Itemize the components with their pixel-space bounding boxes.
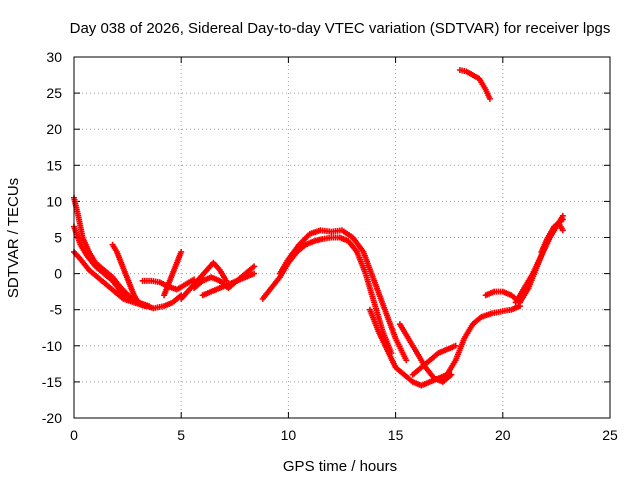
x-tick-label: 15 <box>388 427 404 443</box>
x-tick-label: 0 <box>70 427 78 443</box>
series-track-f <box>161 248 185 299</box>
x-tick-label: 5 <box>177 427 185 443</box>
y-tick-label: -15 <box>42 374 62 390</box>
y-tick-label: 30 <box>46 49 62 65</box>
series-track-k <box>276 227 410 364</box>
axis-ticks: 0 5 10 15 20 25 -20 -15 -10 -5 0 5 10 15 20 25 30 <box>42 49 618 443</box>
x-tick-label: 10 <box>281 427 297 443</box>
plot-frame <box>73 56 611 419</box>
y-tick-label: 0 <box>54 266 62 282</box>
data-point <box>559 212 566 219</box>
series-track-r <box>538 220 566 255</box>
y-tick-label: 15 <box>46 157 62 173</box>
y-tick-label: -5 <box>50 302 63 318</box>
data-points <box>71 66 566 389</box>
series-track-d <box>109 241 142 306</box>
data-point <box>251 263 258 270</box>
y-tick-label: 5 <box>54 230 62 246</box>
y-axis-title: SDTVAR / TECUs <box>5 178 22 298</box>
y-tick-label: -20 <box>42 410 62 426</box>
x-tick-label: 20 <box>495 427 511 443</box>
x-tick-label: 25 <box>602 427 618 443</box>
series-track-o <box>444 303 523 378</box>
data-point <box>403 357 410 364</box>
series-track-i <box>199 270 258 299</box>
data-point <box>486 95 493 102</box>
chart-title: Day 038 of 2026, Sidereal Day-to-day VTE… <box>70 20 611 37</box>
data-point <box>178 248 185 255</box>
data-point <box>135 299 142 306</box>
x-axis-title: GPS time / hours <box>283 458 397 475</box>
y-tick-label: 25 <box>46 85 62 101</box>
data-point <box>452 342 459 349</box>
series-track-n <box>409 342 459 378</box>
series-track-s <box>456 66 493 102</box>
data-point <box>141 303 148 310</box>
y-tick-label: 20 <box>46 121 62 137</box>
data-point <box>251 270 258 277</box>
data-point <box>559 227 566 234</box>
series-track-l <box>366 306 451 389</box>
series-track-e <box>139 276 198 293</box>
series-track-j <box>259 234 395 357</box>
y-tick-label: 10 <box>46 193 62 209</box>
y-tick-label: -10 <box>42 338 62 354</box>
